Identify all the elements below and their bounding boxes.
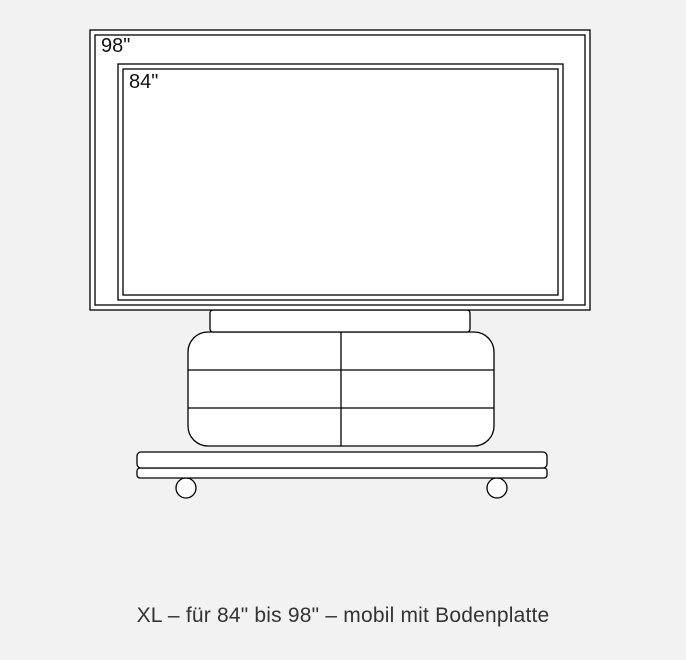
label-outer: 98" [101, 35, 130, 57]
wheel-right [487, 478, 507, 498]
base-upper [137, 452, 547, 468]
product-diagram: 98" 84" XL – für 84" bis 98" – mobil mit … [0, 0, 686, 660]
wheel-left [176, 478, 196, 498]
diagram-svg: 98" 84" [0, 0, 686, 560]
screen-inner [118, 64, 563, 300]
caption: XL – für 84" bis 98" – mobil mit Bodenpl… [0, 604, 686, 628]
mount-neck [210, 310, 470, 332]
label-inner: 84" [129, 71, 158, 93]
base-lower [137, 468, 547, 478]
svg-wrap: 98" 84" [0, 0, 686, 565]
